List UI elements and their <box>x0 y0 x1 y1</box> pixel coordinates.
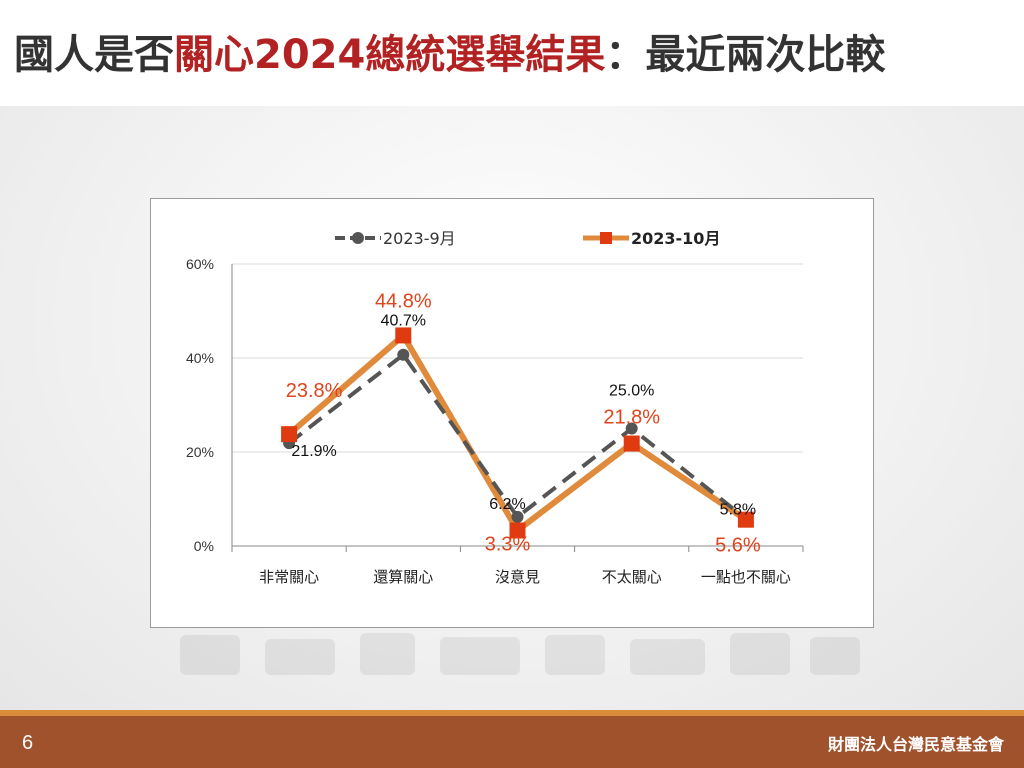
title-post: ：最近兩次比較 <box>605 32 886 78</box>
title-bar: 國人是否關心2024總統選舉結果：最近兩次比較 <box>0 0 1024 106</box>
footer-accent-line <box>0 710 1024 716</box>
chart-container: 0% 20% 40% 60% 非常關心 還算關心 沒意見 不太關心 一點也不關心 21.9% 40.… <box>150 198 874 628</box>
point-2023-9 <box>625 422 638 435</box>
organization-name: 財團法人台灣民意基金會 <box>827 735 1004 754</box>
point-2023-10 <box>281 426 298 443</box>
legend-label-2023-9: 2023-9月 <box>383 229 456 248</box>
y-tick-label: 40% <box>186 350 214 366</box>
legend-label-2023-10: 2023-10月 <box>631 229 720 248</box>
x-tick-label: 沒意見 <box>495 568 540 586</box>
data-label-2023-9: 21.9% <box>291 443 336 460</box>
line-chart: 0% 20% 40% 60% 非常關心 還算關心 沒意見 不太關心 一點也不關心 21.9% 40.… <box>186 229 804 586</box>
data-label-2023-10: 44.8% <box>375 290 432 312</box>
point-2023-10 <box>395 327 412 344</box>
legend-marker-2023-9 <box>352 232 364 244</box>
series-line-2023-9 <box>287 351 748 521</box>
point-2023-9 <box>511 510 524 523</box>
legend-marker-2023-10 <box>600 232 612 244</box>
x-tick-label: 非常關心 <box>259 568 319 586</box>
background-silhouette-decoration <box>180 633 860 675</box>
page-number: 6 <box>22 732 34 754</box>
x-tick-label: 還算關心 <box>373 568 433 586</box>
x-tick-label: 一點也不關心 <box>701 568 791 586</box>
y-tick-label: 0% <box>194 538 214 554</box>
y-tick-label: 60% <box>186 256 214 272</box>
data-label-2023-9: 6.2% <box>489 496 525 513</box>
data-label-2023-10: 21.8% <box>603 407 660 429</box>
footer-bar: 6 財團法人台灣民意基金會 <box>0 716 1024 768</box>
slide-title: 國人是否關心2024總統選舉結果：最近兩次比較 <box>14 22 885 82</box>
point-2023-9 <box>397 348 410 361</box>
data-label-2023-10: 5.6% <box>715 535 761 557</box>
data-label-2023-10: 23.8% <box>286 380 343 402</box>
point-2023-10 <box>737 511 754 528</box>
point-2023-10 <box>623 435 640 452</box>
title-pre: 國人是否 <box>14 32 174 78</box>
point-2023-10 <box>509 522 526 539</box>
y-tick-label: 20% <box>186 444 214 460</box>
title-highlight: 關心2024總統選舉結果 <box>174 32 606 78</box>
x-tick-label: 不太關心 <box>602 568 662 586</box>
data-label-2023-9: 40.7% <box>381 313 426 330</box>
data-label-2023-9: 25.0% <box>609 383 654 400</box>
data-label-2023-9: 5.8% <box>720 502 756 519</box>
data-label-2023-10: 3.3% <box>485 533 531 555</box>
